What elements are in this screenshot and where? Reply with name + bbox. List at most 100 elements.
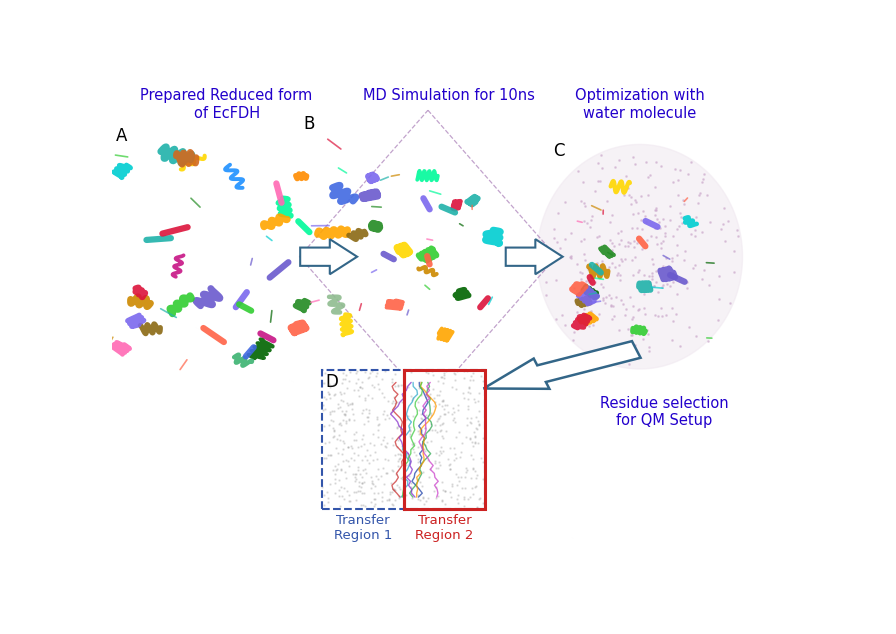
Point xyxy=(454,446,469,456)
Point xyxy=(576,304,590,314)
Point xyxy=(407,447,421,457)
Point xyxy=(334,482,349,492)
Point xyxy=(367,494,382,504)
Point xyxy=(591,158,606,169)
Point xyxy=(452,427,466,437)
Point xyxy=(457,501,471,512)
Point xyxy=(392,421,406,431)
Point xyxy=(353,469,367,479)
Point xyxy=(397,383,411,393)
Point xyxy=(427,401,442,411)
Point xyxy=(399,490,413,500)
Point xyxy=(592,309,607,319)
Point xyxy=(368,481,383,491)
Point xyxy=(348,476,362,486)
Point xyxy=(395,474,409,484)
Point xyxy=(331,434,345,444)
Point xyxy=(457,491,471,501)
Point xyxy=(444,479,459,489)
Point xyxy=(609,270,624,280)
Point xyxy=(326,426,340,436)
Point xyxy=(627,252,642,262)
Point xyxy=(388,469,402,479)
Point xyxy=(445,415,460,425)
Point xyxy=(451,400,465,410)
Point xyxy=(424,419,438,429)
Point xyxy=(381,396,395,406)
Point xyxy=(410,426,425,436)
Point xyxy=(653,161,668,171)
Point xyxy=(388,380,402,391)
Point xyxy=(431,414,445,424)
Point xyxy=(383,487,397,497)
Point xyxy=(372,384,386,394)
Point xyxy=(424,410,438,420)
Point xyxy=(588,278,602,288)
Point xyxy=(468,438,482,448)
Point xyxy=(375,436,390,446)
Point xyxy=(411,475,426,485)
Point xyxy=(427,456,442,466)
Point xyxy=(468,437,482,447)
Point xyxy=(588,261,602,271)
Point xyxy=(358,404,373,414)
Point xyxy=(384,407,399,417)
Point xyxy=(326,423,340,433)
Point xyxy=(356,404,370,415)
Point xyxy=(349,469,363,479)
Point xyxy=(412,377,426,387)
Point xyxy=(435,446,450,456)
Point xyxy=(367,495,382,505)
Point xyxy=(609,292,624,302)
Point xyxy=(670,240,685,250)
Point xyxy=(680,283,694,293)
Point xyxy=(356,434,370,444)
Point xyxy=(466,394,480,404)
Point xyxy=(403,478,418,488)
Point xyxy=(582,276,597,287)
Point xyxy=(386,485,401,495)
Point xyxy=(346,410,360,420)
Point xyxy=(358,488,372,498)
Point xyxy=(603,235,617,245)
Point xyxy=(670,289,685,299)
Point xyxy=(445,481,460,491)
Point xyxy=(372,419,386,429)
Point xyxy=(342,367,357,377)
Point xyxy=(459,463,473,473)
Point xyxy=(431,376,445,386)
Point xyxy=(549,314,564,324)
Point xyxy=(454,472,469,482)
Point xyxy=(449,384,463,394)
Point xyxy=(613,275,627,285)
Point xyxy=(364,482,378,493)
Point xyxy=(348,384,362,394)
Point xyxy=(472,420,487,430)
Point xyxy=(693,188,707,198)
Point xyxy=(342,489,357,500)
Point xyxy=(605,314,619,324)
Point xyxy=(450,480,464,490)
Point xyxy=(590,176,605,186)
Point xyxy=(590,231,605,242)
Point xyxy=(573,196,588,206)
Point xyxy=(358,366,372,377)
Point xyxy=(435,431,449,441)
Point xyxy=(352,486,366,496)
Point xyxy=(446,403,461,413)
Point xyxy=(420,368,435,378)
Point xyxy=(567,283,582,293)
Point xyxy=(394,441,409,451)
Point xyxy=(424,408,438,418)
Point xyxy=(465,437,479,447)
Point xyxy=(421,455,435,465)
Point xyxy=(386,403,401,413)
Point xyxy=(375,488,389,498)
Point xyxy=(451,498,465,508)
Point xyxy=(332,491,346,501)
Point xyxy=(339,370,353,380)
Point xyxy=(418,367,433,377)
Point xyxy=(319,453,333,463)
Point xyxy=(636,205,650,216)
Point xyxy=(547,233,561,243)
